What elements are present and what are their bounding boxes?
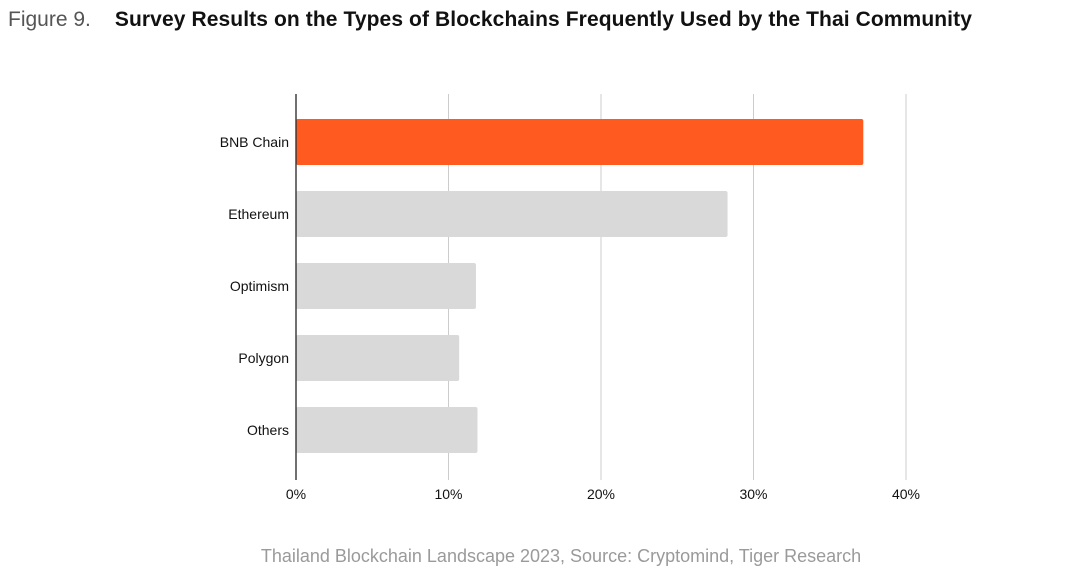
source-caption: Thailand Blockchain Landscape 2023, Sour… bbox=[260, 546, 862, 566]
x-tick-label: 10% bbox=[434, 486, 462, 502]
category-label: Polygon bbox=[238, 350, 289, 366]
category-label: Optimism bbox=[230, 278, 289, 294]
bar-ethereum bbox=[296, 191, 728, 237]
figure-header: Figure 9. Survey Results on the Types of… bbox=[8, 3, 972, 37]
bar-polygon bbox=[296, 335, 460, 381]
category-label: BNB Chain bbox=[220, 134, 289, 150]
figure-label: Figure 9. bbox=[8, 8, 91, 31]
bar-bnb-chain bbox=[296, 119, 864, 165]
tick-labels: 0% 10% 20% 30% 40% bbox=[286, 486, 920, 502]
category-labels: BNB Chain Ethereum Optimism Polygon Others bbox=[220, 134, 289, 438]
category-label: Others bbox=[247, 422, 289, 438]
bars bbox=[296, 119, 864, 453]
bar-optimism bbox=[296, 263, 476, 309]
category-label: Ethereum bbox=[228, 206, 289, 222]
x-tick-label: 30% bbox=[739, 486, 767, 502]
x-tick-label: 40% bbox=[892, 486, 920, 502]
figure-title: Survey Results on the Types of Blockchai… bbox=[114, 8, 972, 31]
x-tick-label: 0% bbox=[286, 486, 306, 502]
x-tick-label: 20% bbox=[587, 486, 615, 502]
bar-others bbox=[296, 407, 478, 453]
